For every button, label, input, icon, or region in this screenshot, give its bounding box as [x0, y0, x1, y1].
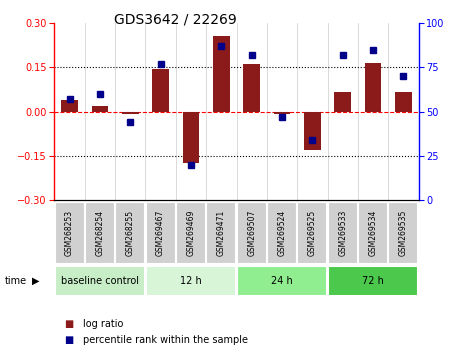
- Text: ■: ■: [64, 319, 73, 329]
- Bar: [328, 266, 419, 296]
- Bar: [54, 202, 85, 264]
- Text: GSM269534: GSM269534: [368, 210, 377, 256]
- Text: GSM268254: GSM268254: [96, 210, 105, 256]
- Bar: [304, 112, 321, 150]
- Text: GSM269525: GSM269525: [308, 210, 317, 256]
- Bar: [115, 202, 145, 264]
- Bar: [365, 63, 381, 112]
- Bar: [54, 266, 145, 296]
- Bar: [298, 202, 327, 264]
- Bar: [243, 64, 260, 112]
- Text: GSM269471: GSM269471: [217, 210, 226, 256]
- Text: 12 h: 12 h: [180, 275, 202, 286]
- Text: ▶: ▶: [32, 275, 39, 286]
- Bar: [358, 202, 388, 264]
- Bar: [236, 202, 267, 264]
- Text: GDS3642 / 22269: GDS3642 / 22269: [114, 12, 236, 27]
- Text: GSM269469: GSM269469: [186, 210, 195, 256]
- Bar: [85, 202, 115, 264]
- Bar: [334, 92, 351, 112]
- Bar: [122, 112, 139, 114]
- Bar: [274, 112, 290, 114]
- Bar: [146, 266, 236, 296]
- Text: GSM269507: GSM269507: [247, 210, 256, 256]
- Bar: [395, 92, 412, 112]
- Bar: [206, 202, 236, 264]
- Bar: [176, 202, 206, 264]
- Text: log ratio: log ratio: [83, 319, 123, 329]
- Bar: [152, 69, 169, 112]
- Text: GSM269533: GSM269533: [338, 210, 347, 256]
- Text: GSM269535: GSM269535: [399, 210, 408, 256]
- Text: time: time: [5, 275, 27, 286]
- Bar: [183, 112, 199, 163]
- Bar: [213, 36, 230, 112]
- Text: GSM269467: GSM269467: [156, 210, 165, 256]
- Bar: [388, 202, 419, 264]
- Text: 24 h: 24 h: [271, 275, 293, 286]
- Bar: [267, 202, 297, 264]
- Bar: [236, 266, 327, 296]
- Bar: [146, 202, 175, 264]
- Bar: [92, 105, 108, 112]
- Text: GSM268255: GSM268255: [126, 210, 135, 256]
- Text: percentile rank within the sample: percentile rank within the sample: [83, 335, 248, 345]
- Text: ■: ■: [64, 335, 73, 345]
- Text: GSM268253: GSM268253: [65, 210, 74, 256]
- Text: baseline control: baseline control: [61, 275, 139, 286]
- Bar: [328, 202, 358, 264]
- Text: 72 h: 72 h: [362, 275, 384, 286]
- Bar: [61, 100, 78, 112]
- Text: GSM269524: GSM269524: [278, 210, 287, 256]
